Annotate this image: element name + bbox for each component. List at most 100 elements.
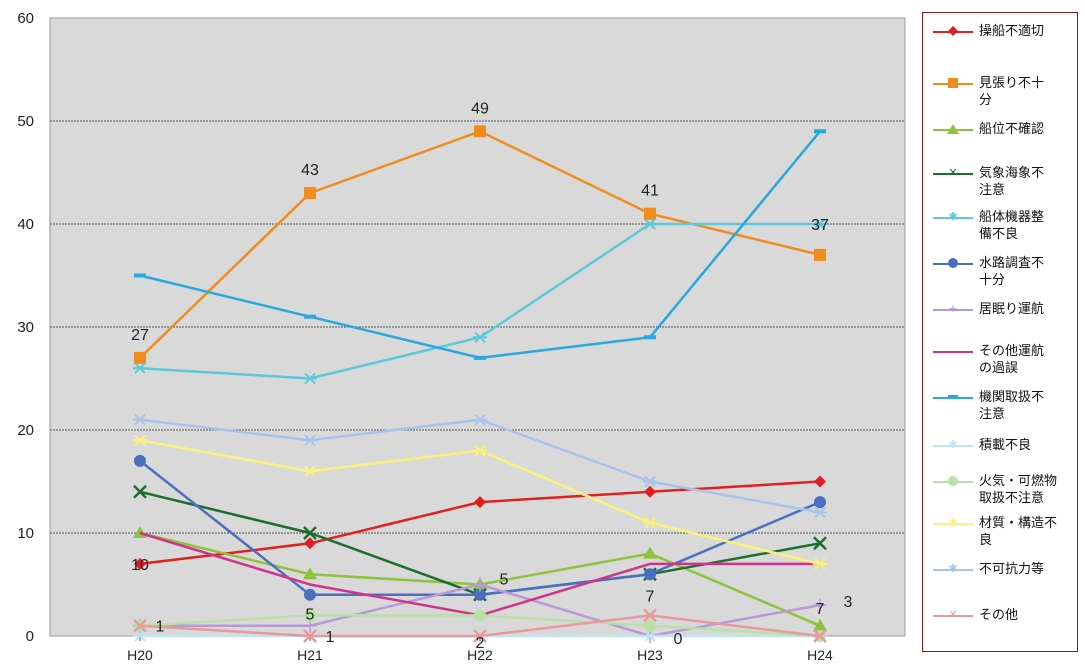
y-tick-label: 20	[17, 422, 34, 439]
data-point	[473, 444, 487, 457]
data-label: 43	[301, 162, 319, 179]
data-label: 7	[816, 601, 825, 618]
data-point	[814, 496, 826, 509]
series-13	[133, 608, 827, 643]
y-tick-label: 40	[17, 216, 34, 233]
legend-label: 気象海象不 注意	[979, 166, 1045, 198]
legend-marker-icon	[947, 124, 959, 134]
data-label: 7	[646, 588, 655, 605]
data-point	[134, 557, 146, 570]
x-tick-label: H20	[127, 647, 153, 663]
data-point	[134, 454, 146, 467]
legend-marker-icon: ✱	[948, 210, 958, 223]
data-point	[133, 362, 147, 374]
data-point	[303, 629, 317, 643]
legend-swatch	[933, 217, 973, 219]
legend-marker-icon: ✕	[948, 166, 958, 179]
data-point	[473, 629, 487, 643]
legend-marker-icon: ✱	[948, 438, 958, 451]
legend-marker-icon	[948, 476, 958, 486]
data-point	[474, 125, 486, 138]
series-8	[134, 129, 826, 360]
data-label: 37	[811, 217, 829, 234]
data-point	[474, 609, 486, 622]
data-point	[133, 434, 147, 447]
data-point	[303, 372, 317, 385]
legend-marker-icon: ✕	[948, 608, 958, 621]
data-point	[644, 568, 656, 581]
data-point	[813, 618, 827, 631]
legend-swatch	[933, 569, 973, 571]
data-label: 10	[131, 557, 149, 574]
data-point	[473, 413, 487, 426]
data-point	[813, 218, 827, 230]
data-point	[303, 465, 317, 477]
x-tick-label: H21	[297, 647, 323, 663]
legend-label: 船位不確認	[979, 122, 1045, 137]
data-label: 1	[326, 629, 335, 646]
legend-label: 見張り不十 分	[979, 76, 1045, 108]
data-point	[304, 609, 316, 622]
data-point	[474, 496, 486, 509]
data-point	[473, 331, 487, 344]
data-label: 27	[131, 327, 149, 344]
data-label: 41	[641, 183, 659, 200]
legend-swatch	[933, 615, 973, 617]
series-group	[133, 125, 827, 643]
data-point	[304, 588, 316, 601]
data-label: 3	[844, 594, 853, 611]
legend-marker-icon: ✱	[948, 562, 958, 575]
legend-swatch	[933, 173, 973, 175]
legend-label: 機関取扱不 注意	[979, 390, 1045, 422]
data-point	[813, 629, 827, 643]
x-tick-label: H23	[637, 647, 663, 663]
data-point	[643, 546, 657, 559]
legend-marker-icon	[948, 26, 958, 36]
data-point	[813, 506, 827, 519]
data-point	[133, 618, 147, 633]
data-point	[644, 207, 656, 220]
data-point	[303, 526, 317, 540]
legend-label: 材質・構造不 良	[979, 516, 1058, 548]
data-point	[813, 598, 827, 613]
data-point	[644, 619, 656, 632]
data-point	[133, 630, 147, 642]
legend-label: 操船不適切	[979, 24, 1045, 39]
data-point	[133, 484, 147, 499]
data-point	[133, 413, 147, 426]
data-label: 5	[500, 572, 509, 589]
y-tick-label: 30	[17, 319, 34, 336]
data-point	[304, 187, 316, 200]
data-point	[134, 351, 146, 364]
data-label: 1	[156, 619, 165, 636]
series-5	[134, 454, 826, 601]
data-label: 5	[306, 607, 315, 624]
data-point	[813, 558, 827, 570]
data-point	[814, 129, 826, 134]
legend-swatch	[933, 523, 973, 525]
legend-marker-icon	[948, 346, 958, 356]
legend-label: 居眠り運航	[979, 302, 1045, 317]
legend-label: その他	[979, 608, 1019, 623]
series-1	[134, 125, 826, 364]
y-tick-label: 10	[17, 525, 34, 542]
data-point	[303, 434, 317, 447]
y-tick-label: 0	[26, 628, 34, 645]
legend-label: 不可抗力等	[979, 562, 1045, 577]
data-point	[474, 355, 486, 360]
data-point	[474, 588, 486, 601]
data-label: 2	[476, 635, 485, 652]
data-point	[303, 567, 317, 580]
legend: 操船不適切 見張り不十 分船位不確認 ✕ 気象海象不 注意 ✱ 船体機器整 備不良 水路調査…	[922, 12, 1078, 652]
legend-marker-icon: +	[948, 302, 958, 315]
series-12	[133, 413, 827, 519]
data-point	[134, 273, 146, 278]
legend-marker-icon	[948, 258, 958, 268]
data-point	[643, 608, 657, 623]
legend-swatch	[933, 309, 973, 311]
data-point	[644, 485, 656, 498]
y-axis-ticks: 0 10 20 30 40 50 60	[17, 10, 34, 645]
legend-swatch	[933, 351, 973, 353]
